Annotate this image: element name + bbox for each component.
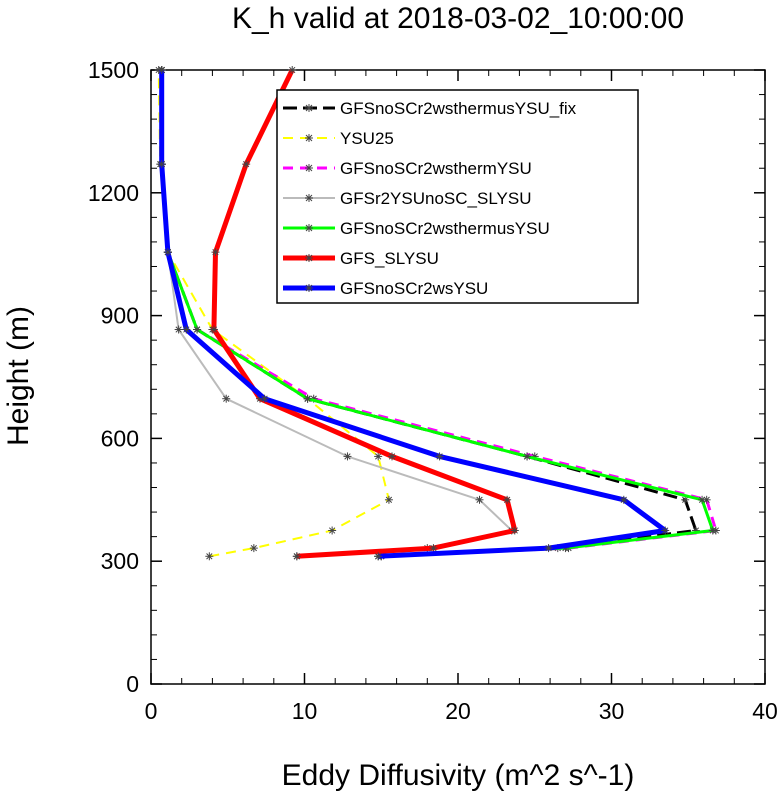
legend: GFSnoSCr2wsthermusYSU_fix YSU25 GFSnoSCr2w…: [276, 89, 639, 304]
series-GFSnoSCr2wsYSU: [157, 66, 670, 561]
data-point: [374, 452, 383, 461]
data-point: [211, 248, 220, 257]
legend-item: GFSnoSCr2wsthermusYSU_fix: [283, 99, 577, 118]
series-GFS_SLYSU: [209, 66, 519, 561]
y-axis-label: Height (m): [2, 306, 35, 446]
legend-item: GFSnoSCr2wsYSU: [283, 279, 488, 298]
data-point: [174, 325, 183, 334]
legend-item: GFSr2YSUnoSC_SLYSU: [283, 189, 531, 208]
data-point: [205, 552, 214, 561]
legend-label: GFSnoSCr2wsthermusYSU: [340, 219, 550, 238]
legend-label: GFSnoSCr2wsthermYSU: [340, 159, 532, 178]
y-tick-label: 900: [101, 303, 139, 329]
data-point: [222, 394, 231, 403]
series-line: [211, 68, 518, 559]
legend-label: GFS_SLYSU: [340, 249, 439, 268]
y-tick-label: 1200: [88, 180, 139, 206]
chart-title: K_h valid at 2018-03-02_10:00:00: [232, 2, 684, 35]
legend-label: GFSr2YSUnoSC_SLYSU: [340, 189, 531, 208]
data-point: [209, 325, 218, 334]
data-point: [288, 66, 297, 74]
data-point: [429, 544, 438, 553]
data-point: [475, 495, 484, 504]
data-point: [292, 552, 301, 561]
data-point: [544, 544, 553, 553]
data-point: [343, 452, 352, 461]
legend-item: GFSnoSCr2wsthermusYSU: [283, 219, 550, 238]
y-tick-label: 0: [126, 671, 139, 697]
x-tick-label: 40: [752, 698, 778, 724]
data-point: [708, 526, 717, 535]
data-point: [374, 552, 383, 561]
legend-item: GFS_SLYSU: [283, 249, 439, 268]
data-point: [702, 495, 711, 504]
x-tick-label: 10: [292, 698, 318, 724]
data-point: [242, 160, 251, 169]
data-point: [435, 452, 444, 461]
legend-label: YSU25: [340, 129, 394, 148]
data-point: [510, 526, 519, 535]
y-tick-label: 300: [101, 548, 139, 574]
data-point: [157, 160, 166, 169]
x-tick-label: 20: [445, 698, 471, 724]
x-axis-label: Eddy Diffusivity (m^2 s^-1): [282, 759, 635, 792]
plot-axes: 0 10 20 30 40 0 300 600 900 1200 1500: [88, 57, 778, 724]
series-layer: [154, 66, 720, 561]
data-point: [503, 495, 512, 504]
legend-item: GFSnoSCr2wsthermYSU: [283, 159, 532, 178]
series-line: [157, 69, 390, 558]
data-point: [384, 495, 393, 504]
data-point: [523, 452, 532, 461]
data-point: [163, 248, 172, 257]
data-point: [698, 495, 707, 504]
legend-box: [276, 89, 639, 304]
data-point: [193, 325, 202, 334]
series-line: [159, 70, 668, 559]
y-tick-label: 1500: [88, 57, 139, 83]
data-point: [260, 394, 269, 403]
legend-label: GFSnoSCr2wsYSU: [340, 279, 488, 298]
data-point: [619, 495, 628, 504]
data-point: [387, 452, 396, 461]
data-point: [328, 526, 337, 535]
data-point: [661, 526, 670, 535]
data-point: [157, 66, 166, 74]
y-tick-label: 600: [101, 425, 139, 451]
x-tick-label: 30: [599, 698, 625, 724]
x-tick-label: 0: [145, 698, 158, 724]
data-point: [182, 325, 191, 334]
legend-item: YSU25: [283, 129, 394, 148]
data-point: [303, 394, 312, 403]
legend-label: GFSnoSCr2wsthermusYSU_fix: [340, 99, 577, 118]
data-point: [249, 544, 258, 553]
